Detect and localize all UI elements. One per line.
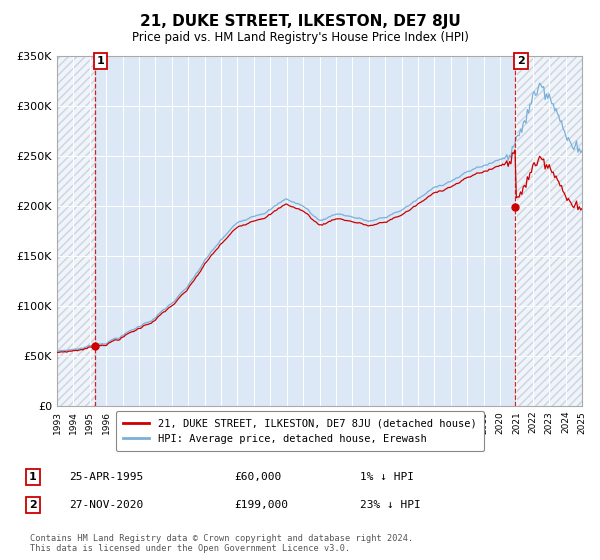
Text: 25-APR-1995: 25-APR-1995: [69, 472, 143, 482]
Text: £60,000: £60,000: [234, 472, 281, 482]
Bar: [57, 56, 95, 406]
Text: 23% ↓ HPI: 23% ↓ HPI: [360, 500, 421, 510]
Text: 27-NOV-2020: 27-NOV-2020: [69, 500, 143, 510]
Text: 1% ↓ HPI: 1% ↓ HPI: [360, 472, 414, 482]
Text: £199,000: £199,000: [234, 500, 288, 510]
Legend: 21, DUKE STREET, ILKESTON, DE7 8JU (detached house), HPI: Average price, detache: 21, DUKE STREET, ILKESTON, DE7 8JU (deta…: [116, 411, 484, 451]
Text: Price paid vs. HM Land Registry's House Price Index (HPI): Price paid vs. HM Land Registry's House …: [131, 31, 469, 44]
Text: 2: 2: [517, 56, 525, 66]
Text: 21, DUKE STREET, ILKESTON, DE7 8JU: 21, DUKE STREET, ILKESTON, DE7 8JU: [140, 14, 460, 29]
Text: Contains HM Land Registry data © Crown copyright and database right 2024.
This d: Contains HM Land Registry data © Crown c…: [30, 534, 413, 553]
Text: 2: 2: [29, 500, 37, 510]
Text: 1: 1: [29, 472, 37, 482]
Bar: [515, 56, 582, 406]
Text: 1: 1: [97, 56, 104, 66]
